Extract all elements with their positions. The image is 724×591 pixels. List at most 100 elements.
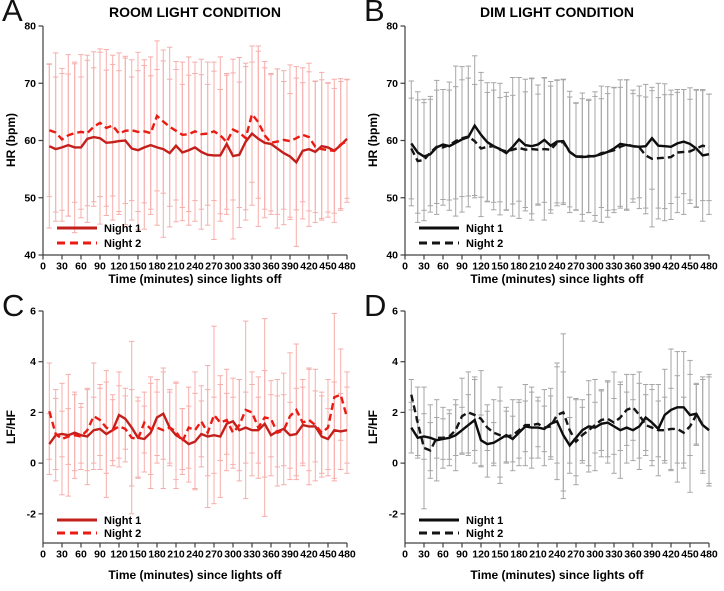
- x-tick-label: 180: [148, 549, 166, 561]
- error-bars-night1: [408, 348, 712, 500]
- x-tick-label: 30: [418, 549, 430, 561]
- panel-b-plot: 40 50 60 70 80 0 30 60 90 120 150 180 210 240 270 300 33…: [386, 21, 718, 273]
- y-tick-label: 40: [24, 250, 36, 262]
- y-tick-label: 0: [392, 458, 398, 470]
- x-tick-label: 240: [548, 261, 566, 273]
- y-tick-label: 60: [386, 135, 398, 147]
- panel-b-ylabel: HR (bpm): [366, 113, 380, 167]
- x-tick-label: 390: [643, 261, 661, 273]
- y-tick-label: 6: [392, 306, 398, 318]
- y-tick-label: 0: [30, 458, 36, 470]
- panel-d: D LF/HF -2 0 2 4 6 0 30 60 90 120 150 180 210 240 270 3…: [362, 288, 724, 591]
- x-tick-label: 450: [681, 261, 699, 273]
- panel-a: A ROOM LIGHT CONDITION HR (bpm) 40 50 60 70…: [0, 0, 362, 295]
- y-tick-label: 40: [386, 250, 398, 262]
- night1-line: [410, 406, 710, 448]
- axes: [38, 310, 348, 548]
- x-tick-label: 480: [338, 261, 356, 273]
- legend-night1-label: Night 1: [104, 223, 141, 235]
- panel-a-title: ROOM LIGHT CONDITION: [109, 4, 281, 20]
- axes: [38, 25, 348, 260]
- legend-night2-label: Night 2: [466, 528, 503, 540]
- x-tick-label: 240: [186, 549, 204, 561]
- x-tick-label: 180: [148, 261, 166, 273]
- x-tick-label: 360: [624, 549, 642, 561]
- night2-line: [410, 394, 710, 453]
- x-tick-label: 90: [94, 549, 106, 561]
- x-tick-label: 420: [662, 261, 680, 273]
- x-tick-label: 270: [205, 261, 223, 273]
- x-tick-label: 390: [281, 261, 299, 273]
- x-tick-label: 60: [75, 549, 87, 561]
- x-tick-label: 480: [700, 261, 718, 273]
- legend-night2-label: Night 2: [466, 238, 503, 250]
- x-tick-label: 0: [402, 261, 408, 273]
- y-tick-label: 70: [386, 78, 398, 90]
- x-tick-label: 60: [437, 261, 449, 273]
- x-tick-label: 480: [338, 549, 356, 561]
- x-tick-label: 300: [224, 261, 242, 273]
- panel-a-letter: A: [2, 0, 23, 28]
- x-tick-label: 120: [472, 261, 490, 273]
- panel-b-xlabel: Time (minutes) since lights off: [470, 272, 644, 286]
- x-tick-label: 210: [167, 549, 185, 561]
- y-tick-label: 80: [386, 21, 398, 33]
- x-tick-label: 420: [300, 261, 318, 273]
- y-tick-label: 70: [24, 78, 36, 90]
- x-tick-label: 210: [529, 549, 547, 561]
- x-tick-label: 480: [700, 549, 718, 561]
- x-tick-label: 210: [529, 261, 547, 273]
- x-tick-label: 0: [402, 549, 408, 561]
- x-tick-label: 90: [456, 261, 468, 273]
- night1-line: [48, 131, 348, 165]
- legend-night1-label: Night 1: [466, 515, 503, 527]
- x-tick-label: 360: [262, 261, 280, 273]
- night2-line: [48, 393, 349, 445]
- panel-d-xlabel: Time (minutes) since lights off: [470, 568, 644, 582]
- panel-d-letter: D: [364, 288, 387, 323]
- x-tick-label: 450: [319, 549, 337, 561]
- legend-night2-label: Night 2: [104, 528, 141, 540]
- x-tick-label: 330: [605, 261, 623, 273]
- error-bars-night2: [46, 313, 350, 517]
- x-tick-label: 270: [567, 261, 585, 273]
- x-tick-label: 240: [548, 549, 566, 561]
- legend-night1-label: Night 1: [466, 223, 503, 235]
- panel-c-xlabel: Time (minutes) since lights off: [108, 568, 282, 582]
- y-tick-label: 80: [24, 21, 36, 33]
- x-tick-label: 360: [624, 261, 642, 273]
- y-tick-label: -2: [389, 508, 398, 520]
- y-tick-label: 50: [386, 192, 398, 204]
- x-tick-label: 0: [40, 549, 46, 561]
- y-tick-label: 4: [392, 356, 398, 368]
- x-tick-label: 0: [40, 261, 46, 273]
- y-tick-label: 6: [30, 306, 36, 318]
- panel-b: B DIM LIGHT CONDITION HR (bpm) 40 50 60 70 8…: [362, 0, 724, 295]
- x-tick-label: 300: [224, 549, 242, 561]
- panel-c-ylabel: LF/HF: [4, 410, 18, 444]
- error-bars-night2: [408, 333, 712, 510]
- legend-night2-label: Night 2: [104, 238, 141, 250]
- x-tick-label: 420: [300, 549, 318, 561]
- x-tick-label: 150: [129, 549, 147, 561]
- x-tick-label: 60: [437, 549, 449, 561]
- y-tick-label: 60: [24, 135, 36, 147]
- x-tick-label: 330: [243, 261, 261, 273]
- panel-d-ylabel: LF/HF: [366, 410, 380, 444]
- night2-line: [410, 135, 710, 163]
- y-tick-label: 4: [30, 356, 36, 368]
- x-tick-label: 390: [643, 549, 661, 561]
- night1-line: [410, 123, 710, 159]
- x-tick-label: 180: [510, 261, 528, 273]
- x-tick-label: 360: [262, 549, 280, 561]
- x-tick-label: 90: [94, 261, 106, 273]
- y-tick-label: 2: [30, 407, 36, 419]
- x-tick-label: 210: [167, 261, 185, 273]
- x-tick-label: 270: [567, 549, 585, 561]
- x-tick-label: 150: [491, 261, 509, 273]
- x-tick-label: 120: [472, 549, 490, 561]
- x-tick-label: 60: [75, 261, 87, 273]
- x-tick-label: 30: [56, 549, 68, 561]
